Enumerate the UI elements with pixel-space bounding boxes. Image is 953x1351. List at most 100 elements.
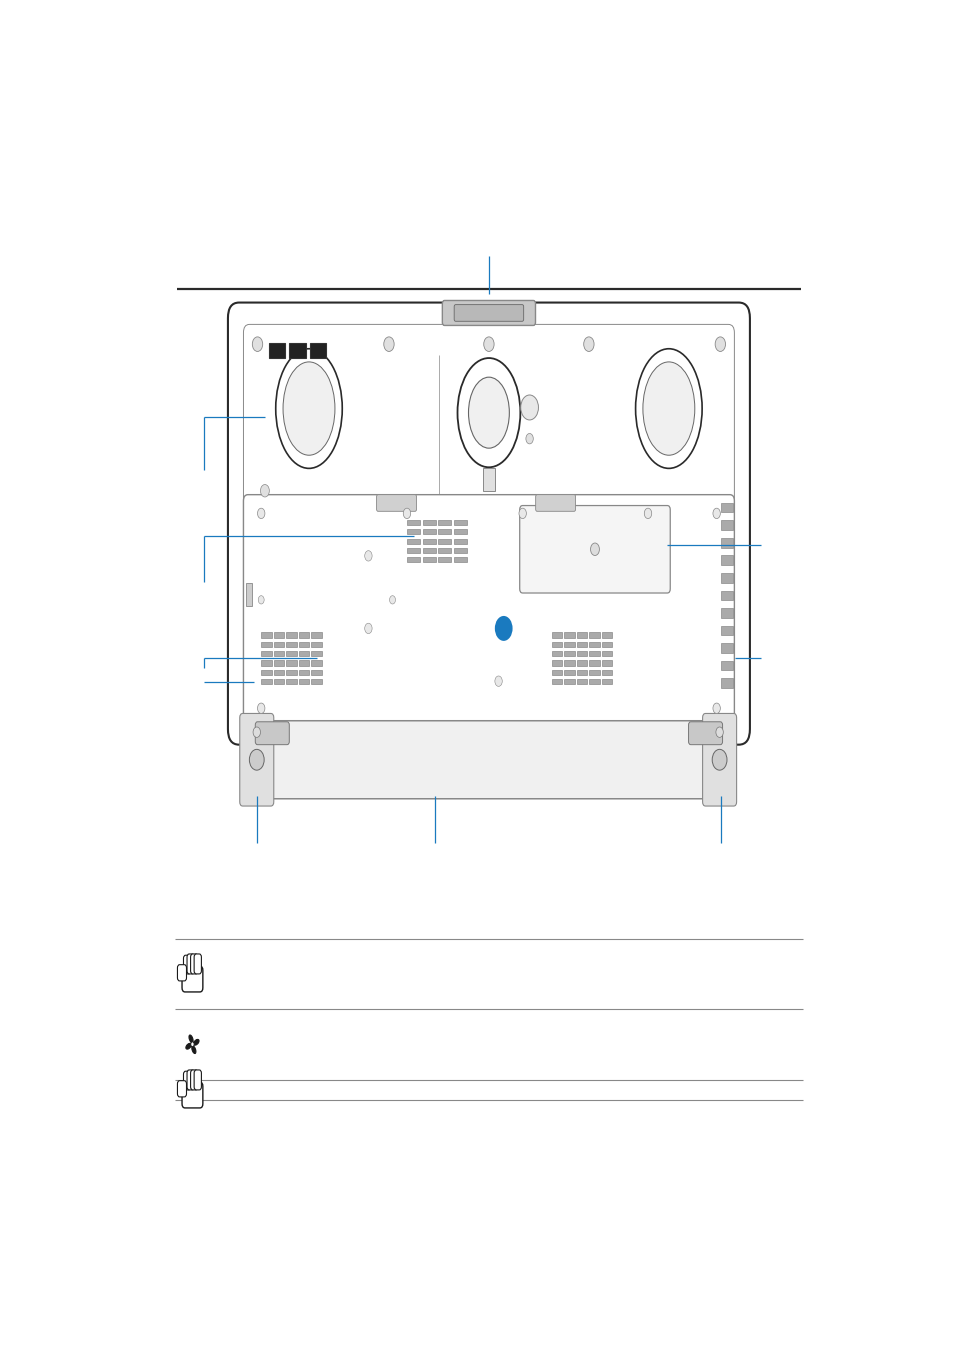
Bar <box>720 573 732 582</box>
Bar <box>551 651 561 657</box>
Bar <box>274 680 284 685</box>
FancyBboxPatch shape <box>228 303 749 744</box>
Bar <box>720 678 732 688</box>
Bar <box>453 520 466 526</box>
FancyBboxPatch shape <box>193 1070 201 1090</box>
Circle shape <box>518 508 526 519</box>
FancyBboxPatch shape <box>187 1070 194 1090</box>
Bar <box>601 642 612 647</box>
Bar <box>589 651 599 657</box>
FancyBboxPatch shape <box>191 954 197 974</box>
Bar <box>261 632 272 638</box>
Bar <box>311 642 321 647</box>
Circle shape <box>495 676 501 686</box>
FancyBboxPatch shape <box>191 1070 197 1090</box>
Bar <box>422 520 436 526</box>
Bar <box>551 670 561 676</box>
Bar <box>551 642 561 647</box>
Bar <box>298 670 309 676</box>
Bar <box>482 467 495 490</box>
FancyBboxPatch shape <box>243 324 734 723</box>
FancyBboxPatch shape <box>255 721 289 744</box>
Bar <box>720 661 732 670</box>
Circle shape <box>483 336 494 351</box>
Bar <box>589 661 599 666</box>
Circle shape <box>364 551 372 561</box>
Bar <box>311 632 321 638</box>
Bar <box>286 642 296 647</box>
FancyBboxPatch shape <box>183 955 191 974</box>
Circle shape <box>252 336 262 351</box>
Bar <box>261 661 272 666</box>
FancyBboxPatch shape <box>376 494 416 511</box>
Ellipse shape <box>457 358 519 467</box>
Bar <box>720 520 732 530</box>
Ellipse shape <box>642 362 694 455</box>
Bar <box>720 555 732 565</box>
Circle shape <box>712 508 720 519</box>
Bar <box>563 642 574 647</box>
FancyBboxPatch shape <box>454 304 523 322</box>
Bar <box>422 549 436 553</box>
FancyBboxPatch shape <box>519 505 670 593</box>
Circle shape <box>715 336 724 351</box>
Bar <box>720 626 732 635</box>
Bar <box>589 680 599 685</box>
Circle shape <box>712 703 720 713</box>
Bar <box>577 651 586 657</box>
Bar <box>551 661 561 666</box>
Bar <box>551 680 561 685</box>
Bar <box>437 539 451 543</box>
Circle shape <box>383 336 394 351</box>
FancyBboxPatch shape <box>688 721 721 744</box>
Bar <box>437 557 451 562</box>
Bar <box>311 661 321 666</box>
Bar <box>311 680 321 685</box>
FancyBboxPatch shape <box>535 494 575 511</box>
FancyBboxPatch shape <box>177 965 186 981</box>
Bar <box>453 549 466 553</box>
Ellipse shape <box>635 349 701 469</box>
Circle shape <box>389 596 395 604</box>
Circle shape <box>253 727 260 738</box>
Ellipse shape <box>193 1039 199 1046</box>
Bar <box>601 632 612 638</box>
Bar <box>422 557 436 562</box>
Circle shape <box>715 727 722 738</box>
Ellipse shape <box>186 1043 191 1050</box>
FancyBboxPatch shape <box>701 713 736 807</box>
Bar <box>563 632 574 638</box>
Bar <box>577 632 586 638</box>
Circle shape <box>495 616 512 640</box>
Bar <box>298 680 309 685</box>
Circle shape <box>364 623 372 634</box>
Bar <box>563 680 574 685</box>
Ellipse shape <box>283 362 335 455</box>
Bar <box>289 343 305 358</box>
Bar <box>310 343 326 358</box>
Bar <box>286 632 296 638</box>
Bar <box>601 651 612 657</box>
FancyBboxPatch shape <box>183 1071 191 1090</box>
Bar <box>601 680 612 685</box>
Circle shape <box>590 543 598 555</box>
FancyBboxPatch shape <box>261 720 716 798</box>
Bar <box>589 670 599 676</box>
Bar <box>577 661 586 666</box>
Bar <box>563 670 574 676</box>
Bar <box>286 680 296 685</box>
Bar <box>563 651 574 657</box>
Circle shape <box>258 596 264 604</box>
Bar <box>453 539 466 543</box>
Bar <box>274 642 284 647</box>
Circle shape <box>520 394 537 420</box>
Bar <box>286 651 296 657</box>
Bar <box>407 520 420 526</box>
FancyBboxPatch shape <box>193 954 201 974</box>
Bar <box>589 642 599 647</box>
Bar <box>298 642 309 647</box>
Bar <box>720 503 732 512</box>
Bar <box>589 632 599 638</box>
Circle shape <box>583 336 594 351</box>
Bar <box>298 632 309 638</box>
